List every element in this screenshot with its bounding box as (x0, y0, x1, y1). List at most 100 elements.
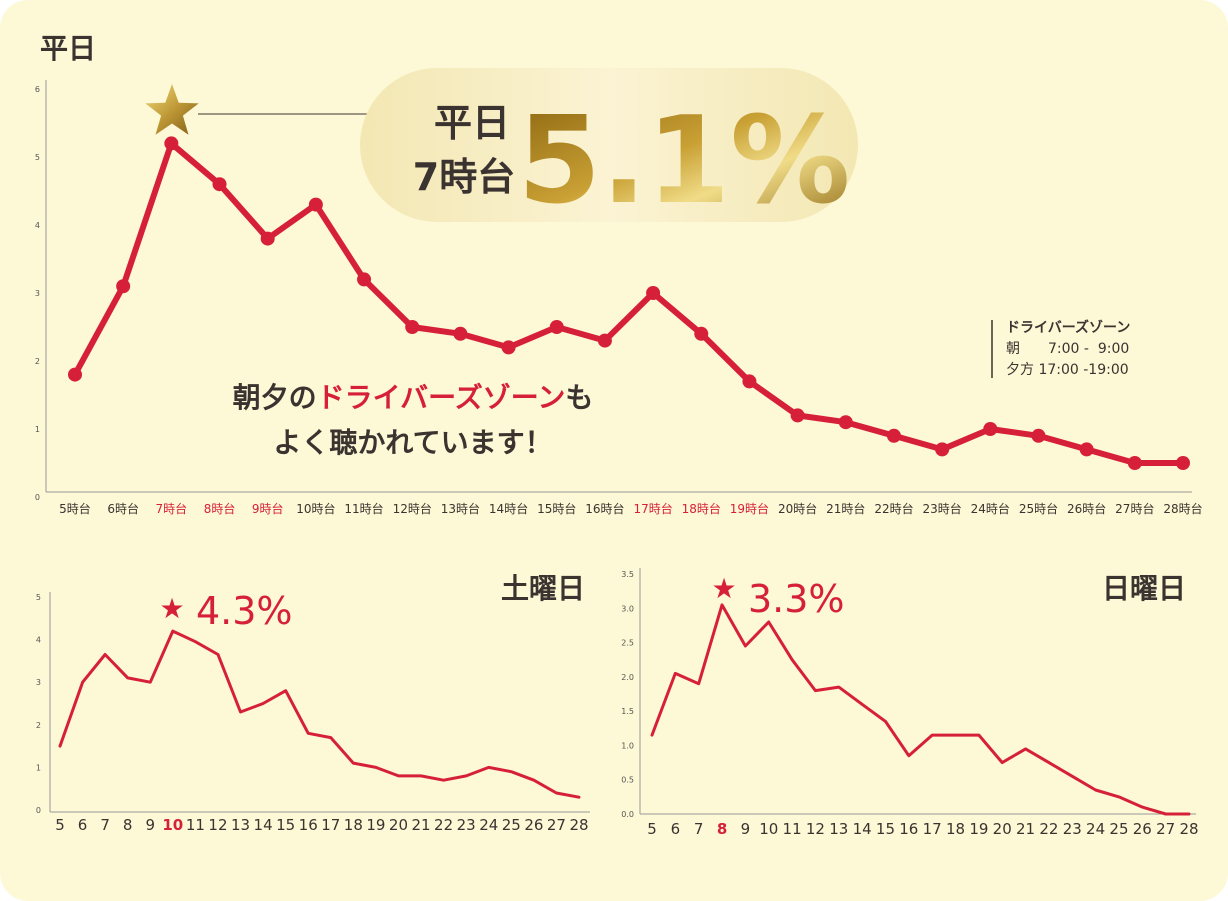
main-x-tick-label: 5時台 (59, 501, 91, 516)
main-x-tick-label: 17時台 (633, 501, 672, 516)
weekday-series (68, 136, 1190, 470)
sun-x-tick-label: 19 (969, 820, 988, 838)
sun-x-tick-label: 26 (1133, 820, 1152, 838)
saturday-peak-label: 4.3% (196, 589, 293, 633)
sunday-series (650, 603, 1191, 816)
main-y-tick-label: 1 (35, 425, 40, 434)
sun-x-tick-label: 7 (694, 820, 704, 838)
main-x-tick-label: 21時台 (826, 501, 865, 516)
sun-x-tick-label: 13 (829, 820, 848, 838)
main-data-point (790, 408, 805, 423)
sat-x-tick-label: 17 (321, 816, 340, 834)
saturday-series (58, 629, 581, 799)
main-y-tick-label: 6 (35, 85, 40, 94)
main-data-point (838, 415, 853, 430)
main-x-tick-label: 8時台 (204, 501, 236, 516)
peak-callout: 平日 7時台 5.1% (145, 68, 858, 231)
saturday-title: 土曜日 (501, 572, 585, 605)
saturday-y-ticks: 0 1 2 3 4 5 (36, 593, 41, 815)
sun-x-tick-label: 14 (853, 820, 872, 838)
legend-evening: 夕方 17:00 -19:00 (1006, 362, 1129, 378)
sat-x-tick-label: 9 (145, 816, 155, 834)
main-series-line (72, 140, 1186, 466)
sun-x-tick-label: 10 (759, 820, 778, 838)
main-x-tick-label: 6時台 (107, 501, 139, 516)
sun-x-tick-label: 21 (1016, 820, 1035, 838)
main-x-tick-label: 23時台 (922, 501, 961, 516)
sun-y-tick-label: 2.5 (621, 639, 634, 648)
main-data-point (983, 422, 998, 436)
sun-x-tick-label: 22 (1039, 820, 1058, 838)
main-x-tick-label: 11時台 (344, 501, 383, 516)
sunday-x-ticks: 5 6 7 8 9 10 11 12 13 14 15 16 17 18 19 20 21 22 23 24 25 26 2… (647, 820, 1198, 838)
main-data-point (1031, 428, 1046, 443)
main-x-tick-label: 14時台 (489, 501, 528, 516)
callout-label-hour: 7時台 (413, 155, 515, 199)
main-y-tick-label: 0 (35, 493, 40, 502)
main-x-tick-label: 15時台 (537, 501, 576, 516)
main-data-point (742, 374, 757, 389)
sun-x-tick-label: 28 (1179, 820, 1198, 838)
sat-x-tick-label: 13 (231, 816, 250, 834)
main-data-point (212, 177, 227, 192)
sat-y-tick-label: 2 (36, 721, 41, 730)
weekday-y-ticks: 0 1 2 3 4 5 6 (35, 85, 40, 502)
sat-x-tick-label: 21 (411, 816, 430, 834)
sat-y-tick-label: 0 (36, 806, 41, 815)
callout-label-weekday: 平日 (434, 101, 510, 145)
sat-x-tick-label: 10 (162, 816, 183, 834)
sat-x-tick-label: 22 (434, 816, 453, 834)
sat-x-tick-label: 12 (208, 816, 227, 834)
sun-y-tick-label: 0.0 (621, 810, 634, 819)
callout-value: 5.1% (518, 92, 851, 231)
sat-x-tick-label: 23 (457, 816, 476, 834)
sun-series-line (650, 603, 1191, 816)
sun-x-tick-label: 11 (783, 820, 802, 838)
main-x-tick-label: 9時台 (252, 501, 284, 516)
main-y-tick-label: 2 (35, 357, 40, 366)
legend-title: ドライバーズゾーン (1006, 319, 1130, 336)
sun-x-tick-label: 15 (876, 820, 895, 838)
main-data-point (68, 367, 82, 382)
main-data-point (597, 333, 612, 348)
main-data-point (646, 286, 661, 300)
main-x-tick-label: 16時台 (585, 501, 624, 516)
main-data-point (1079, 442, 1094, 457)
message-line-1: 朝夕のドライバーズゾーンも (233, 381, 594, 414)
sun-x-tick-label: 6 (671, 820, 681, 838)
driver-zone-legend: ドライバーズゾーン 朝 7:00 - 9:00 夕方 17:00 -19:00 (991, 319, 1130, 378)
sun-x-tick-label: 25 (1109, 820, 1128, 838)
main-x-tick-label: 19時台 (730, 501, 769, 516)
sunday-y-ticks: 0.0 0.5 1.0 1.5 2.0 2.5 3.0 3.5 (621, 570, 634, 819)
sun-x-tick-label: 12 (806, 820, 825, 838)
saturday-x-ticks: 5 6 7 8 9 10 11 12 13 14 15 16 17 18 19 20 21 22 23 24 25 26 2… (55, 816, 588, 834)
sat-y-tick-label: 4 (36, 636, 41, 645)
sat-y-tick-label: 3 (36, 678, 41, 687)
sun-y-tick-label: 2.0 (621, 673, 634, 682)
main-data-point (501, 340, 516, 355)
sat-x-tick-label: 24 (479, 816, 498, 834)
main-y-tick-label: 3 (35, 289, 40, 298)
sat-x-tick-label: 6 (78, 816, 88, 834)
main-x-tick-label: 13時台 (441, 501, 480, 516)
sat-x-tick-label: 15 (276, 816, 295, 834)
main-data-point (405, 320, 420, 334)
sat-x-tick-label: 8 (123, 816, 133, 834)
main-data-point (357, 272, 372, 287)
main-data-point (164, 136, 179, 151)
sunday-chart: 日曜日 0.0 0.5 1.0 1.5 2.0 2.5 3.0 3.5 5 6 7 8 9 10 11 12… (621, 568, 1199, 838)
callout-pill (360, 68, 858, 222)
sun-x-tick-label: 5 (647, 820, 657, 838)
sun-x-tick-label: 17 (923, 820, 942, 838)
main-x-tick-label: 27時台 (1115, 501, 1154, 516)
main-data-point (1127, 456, 1142, 470)
main-data-point (549, 320, 564, 334)
sun-y-tick-label: 1.0 (621, 741, 634, 750)
main-x-tick-label: 24時台 (971, 501, 1010, 516)
legend-morning: 朝 7:00 - 9:00 (1006, 341, 1129, 357)
sat-x-tick-label: 18 (344, 816, 363, 834)
gold-star-icon (145, 84, 199, 135)
sun-y-tick-label: 1.5 (621, 707, 634, 716)
